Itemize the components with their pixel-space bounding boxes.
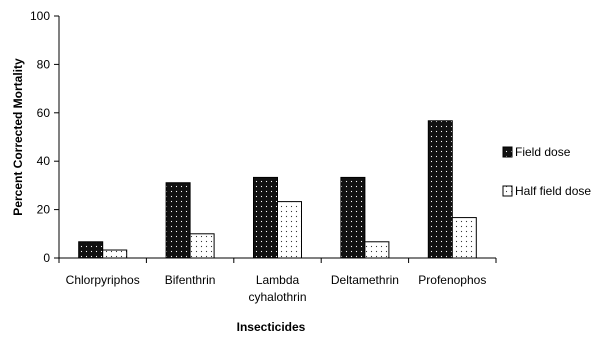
y-tick-label: 80: [37, 57, 51, 71]
bar-half-field-dose: [364, 241, 390, 259]
x-tick-label: Bifenthrin: [165, 273, 216, 287]
bar-field-dose: [427, 120, 453, 259]
bar-half-field-dose: [277, 201, 302, 259]
x-tick-label: Profenophos: [418, 273, 486, 287]
y-tick-label: 0: [43, 251, 50, 265]
legend: Field dose Half field dose: [502, 145, 591, 198]
y-ticks: 0 20 40 60 80 100: [30, 9, 59, 265]
y-tick-label: 40: [37, 154, 51, 168]
bar-half-field-dose: [451, 217, 477, 259]
bar-half-field-dose: [102, 249, 128, 259]
y-tick-label: 100: [30, 9, 50, 23]
x-axis-title: Insecticides: [237, 320, 306, 334]
x-tick-labels: Chlorpyriphos Bifenthrin Lambda cyhalothrin…: [66, 273, 487, 304]
bar-field-dose: [165, 182, 191, 259]
bar-field-dose: [340, 176, 366, 259]
bars: [78, 120, 477, 259]
x-tick-label: Chlorpyriphos: [66, 273, 140, 287]
plot-area: 0 20 40 60 80 100 Chlorpyriphos Bifenthrin Lamb…: [30, 9, 497, 304]
legend-swatch: [502, 185, 513, 197]
legend-label: Field dose: [515, 145, 571, 159]
x-tick-label: Lambda cyhalothrin: [248, 273, 306, 304]
y-axis-title: Percent Corrected Mortality: [11, 58, 25, 216]
bar-field-dose: [253, 176, 278, 259]
legend-label: Half field dose: [515, 184, 591, 198]
y-tick-label: 20: [37, 203, 51, 217]
bar-half-field-dose: [189, 233, 215, 259]
x-tick-label: Deltamethrin: [331, 273, 399, 287]
legend-swatch: [502, 146, 513, 158]
y-tick-label: 60: [37, 106, 51, 120]
bar-field-dose: [78, 241, 104, 259]
x-ticks: [58, 258, 497, 263]
